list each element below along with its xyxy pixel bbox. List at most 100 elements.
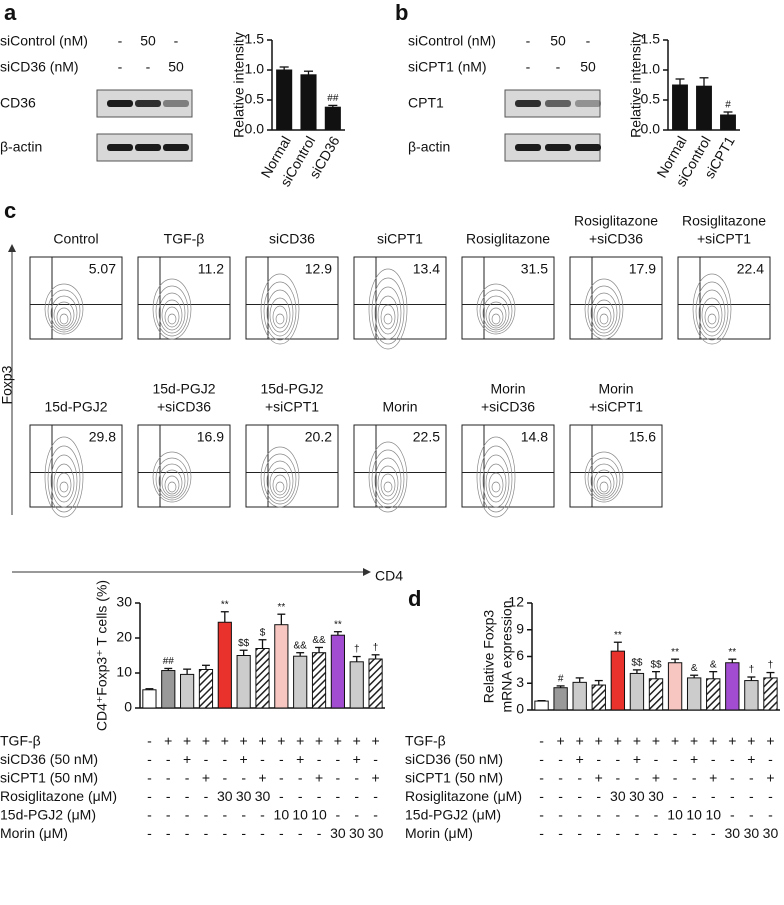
- treatment-cell: -: [222, 751, 227, 767]
- treatment-cell: -: [730, 770, 735, 786]
- treatment-cell: -: [298, 770, 303, 786]
- blot-band: [107, 100, 133, 107]
- treatment-cell: 30: [629, 788, 645, 804]
- treatment-cell: -: [204, 788, 209, 804]
- treatment-cell: -: [558, 788, 563, 804]
- bar: [610, 650, 626, 711]
- treatment-cell: -: [539, 751, 544, 767]
- treatment-label: Morin (μM): [405, 825, 473, 841]
- treatment-cell: -: [539, 733, 544, 749]
- contour: [485, 463, 507, 503]
- treatment-cell: -: [749, 807, 754, 823]
- significance: **: [728, 647, 736, 658]
- treatment-cell: -: [204, 825, 209, 841]
- blot-cell: 50: [550, 33, 566, 49]
- treatment-cell: -: [616, 770, 621, 786]
- panel-label: a: [4, 0, 17, 25]
- contour: [593, 299, 615, 331]
- bar: [696, 85, 712, 131]
- treatment-cell: -: [373, 807, 378, 823]
- treatment-cell: -: [730, 751, 735, 767]
- treatment-cell: 10: [292, 807, 308, 823]
- contour: [263, 453, 297, 505]
- treatment-cell: -: [577, 825, 582, 841]
- bar: [293, 655, 308, 709]
- contour: [47, 445, 81, 513]
- treatment-cell: -: [577, 788, 582, 804]
- contour: [161, 469, 183, 497]
- treatment-cell: -: [298, 825, 303, 841]
- significance: ##: [327, 93, 339, 104]
- treatment-cell: -: [317, 788, 322, 804]
- treatment-cell: -: [692, 770, 697, 786]
- bar: [255, 648, 270, 709]
- treatment-cell: -: [673, 788, 678, 804]
- treatment-cell: -: [596, 788, 601, 804]
- treatment-cell: -: [147, 733, 152, 749]
- bar: [744, 680, 759, 711]
- contour: [584, 278, 624, 340]
- treatment-cell: -: [185, 788, 190, 804]
- flow-title: +siCPT1: [265, 399, 319, 415]
- contour: [590, 292, 618, 334]
- treatment-cell: 10: [667, 807, 683, 823]
- treatment-cell: -: [654, 807, 659, 823]
- y-tick-label: 1.0: [245, 61, 265, 77]
- contour: [377, 295, 399, 335]
- blot-cell: -: [174, 33, 179, 49]
- treatment-cell: -: [279, 788, 284, 804]
- treatment-cell: +: [576, 751, 584, 767]
- treatment-label: siCD36 (50 nM): [405, 751, 503, 767]
- treatment-cell: -: [260, 807, 265, 823]
- flow-title: 15d-PGJ2: [260, 381, 323, 397]
- flow-title: Morin: [382, 399, 417, 415]
- flow-plot: [353, 424, 447, 508]
- significance: $: [260, 627, 266, 638]
- contour: [584, 451, 624, 503]
- y-tick-label: 1.5: [245, 31, 265, 47]
- blot-cell: -: [118, 33, 123, 49]
- treatment-cell: +: [671, 733, 679, 749]
- flow-plot: [677, 256, 771, 340]
- bar: [706, 678, 721, 711]
- treatment-cell: -: [166, 788, 171, 804]
- y-tick-label: 1.5: [641, 31, 661, 47]
- treatment-cell: +: [315, 733, 323, 749]
- treatment-cell: -: [298, 788, 303, 804]
- flow-title: siCD36: [269, 231, 315, 247]
- treatment-cell: +: [747, 733, 755, 749]
- treatment-cell: +: [728, 733, 736, 749]
- y-tick-label: 30: [116, 594, 132, 610]
- treatment-cell: +: [296, 751, 304, 767]
- flow-title: +siCPT1: [589, 399, 643, 415]
- treatment-cell: -: [673, 770, 678, 786]
- treatment-cell: -: [730, 807, 735, 823]
- blot-band: [135, 144, 161, 151]
- treatment-cell: -: [354, 807, 359, 823]
- treatment-cell: -: [166, 751, 171, 767]
- contour: [53, 463, 75, 503]
- treatment-cell: 30: [330, 825, 346, 841]
- flow-value: 14.8: [521, 429, 548, 445]
- flow-title: +siCD36: [589, 231, 643, 247]
- bar: [276, 69, 293, 131]
- bar: [553, 687, 568, 711]
- treatment-cell: +: [557, 733, 565, 749]
- arrow-head: [8, 244, 16, 252]
- contour: [383, 481, 393, 493]
- treatment-cell: -: [711, 751, 716, 767]
- y-tick-label: 1.0: [641, 61, 661, 77]
- blot-band: [545, 144, 571, 151]
- y-axis-label: CD4⁺Foxp3⁺ T cells (%): [94, 580, 110, 731]
- treatment-cell: +: [652, 770, 660, 786]
- contour: [50, 295, 78, 331]
- blot-row-label: siControl (nM): [408, 33, 496, 49]
- treatment-cell: 30: [255, 788, 271, 804]
- contour: [599, 313, 609, 325]
- y-axis-label: Relative intensity: [628, 32, 644, 138]
- blot-band: [163, 144, 189, 151]
- treatment-cell: 10: [705, 807, 721, 823]
- contour: [479, 289, 513, 333]
- treatment-cell: +: [371, 733, 379, 749]
- treatment-cell: -: [185, 807, 190, 823]
